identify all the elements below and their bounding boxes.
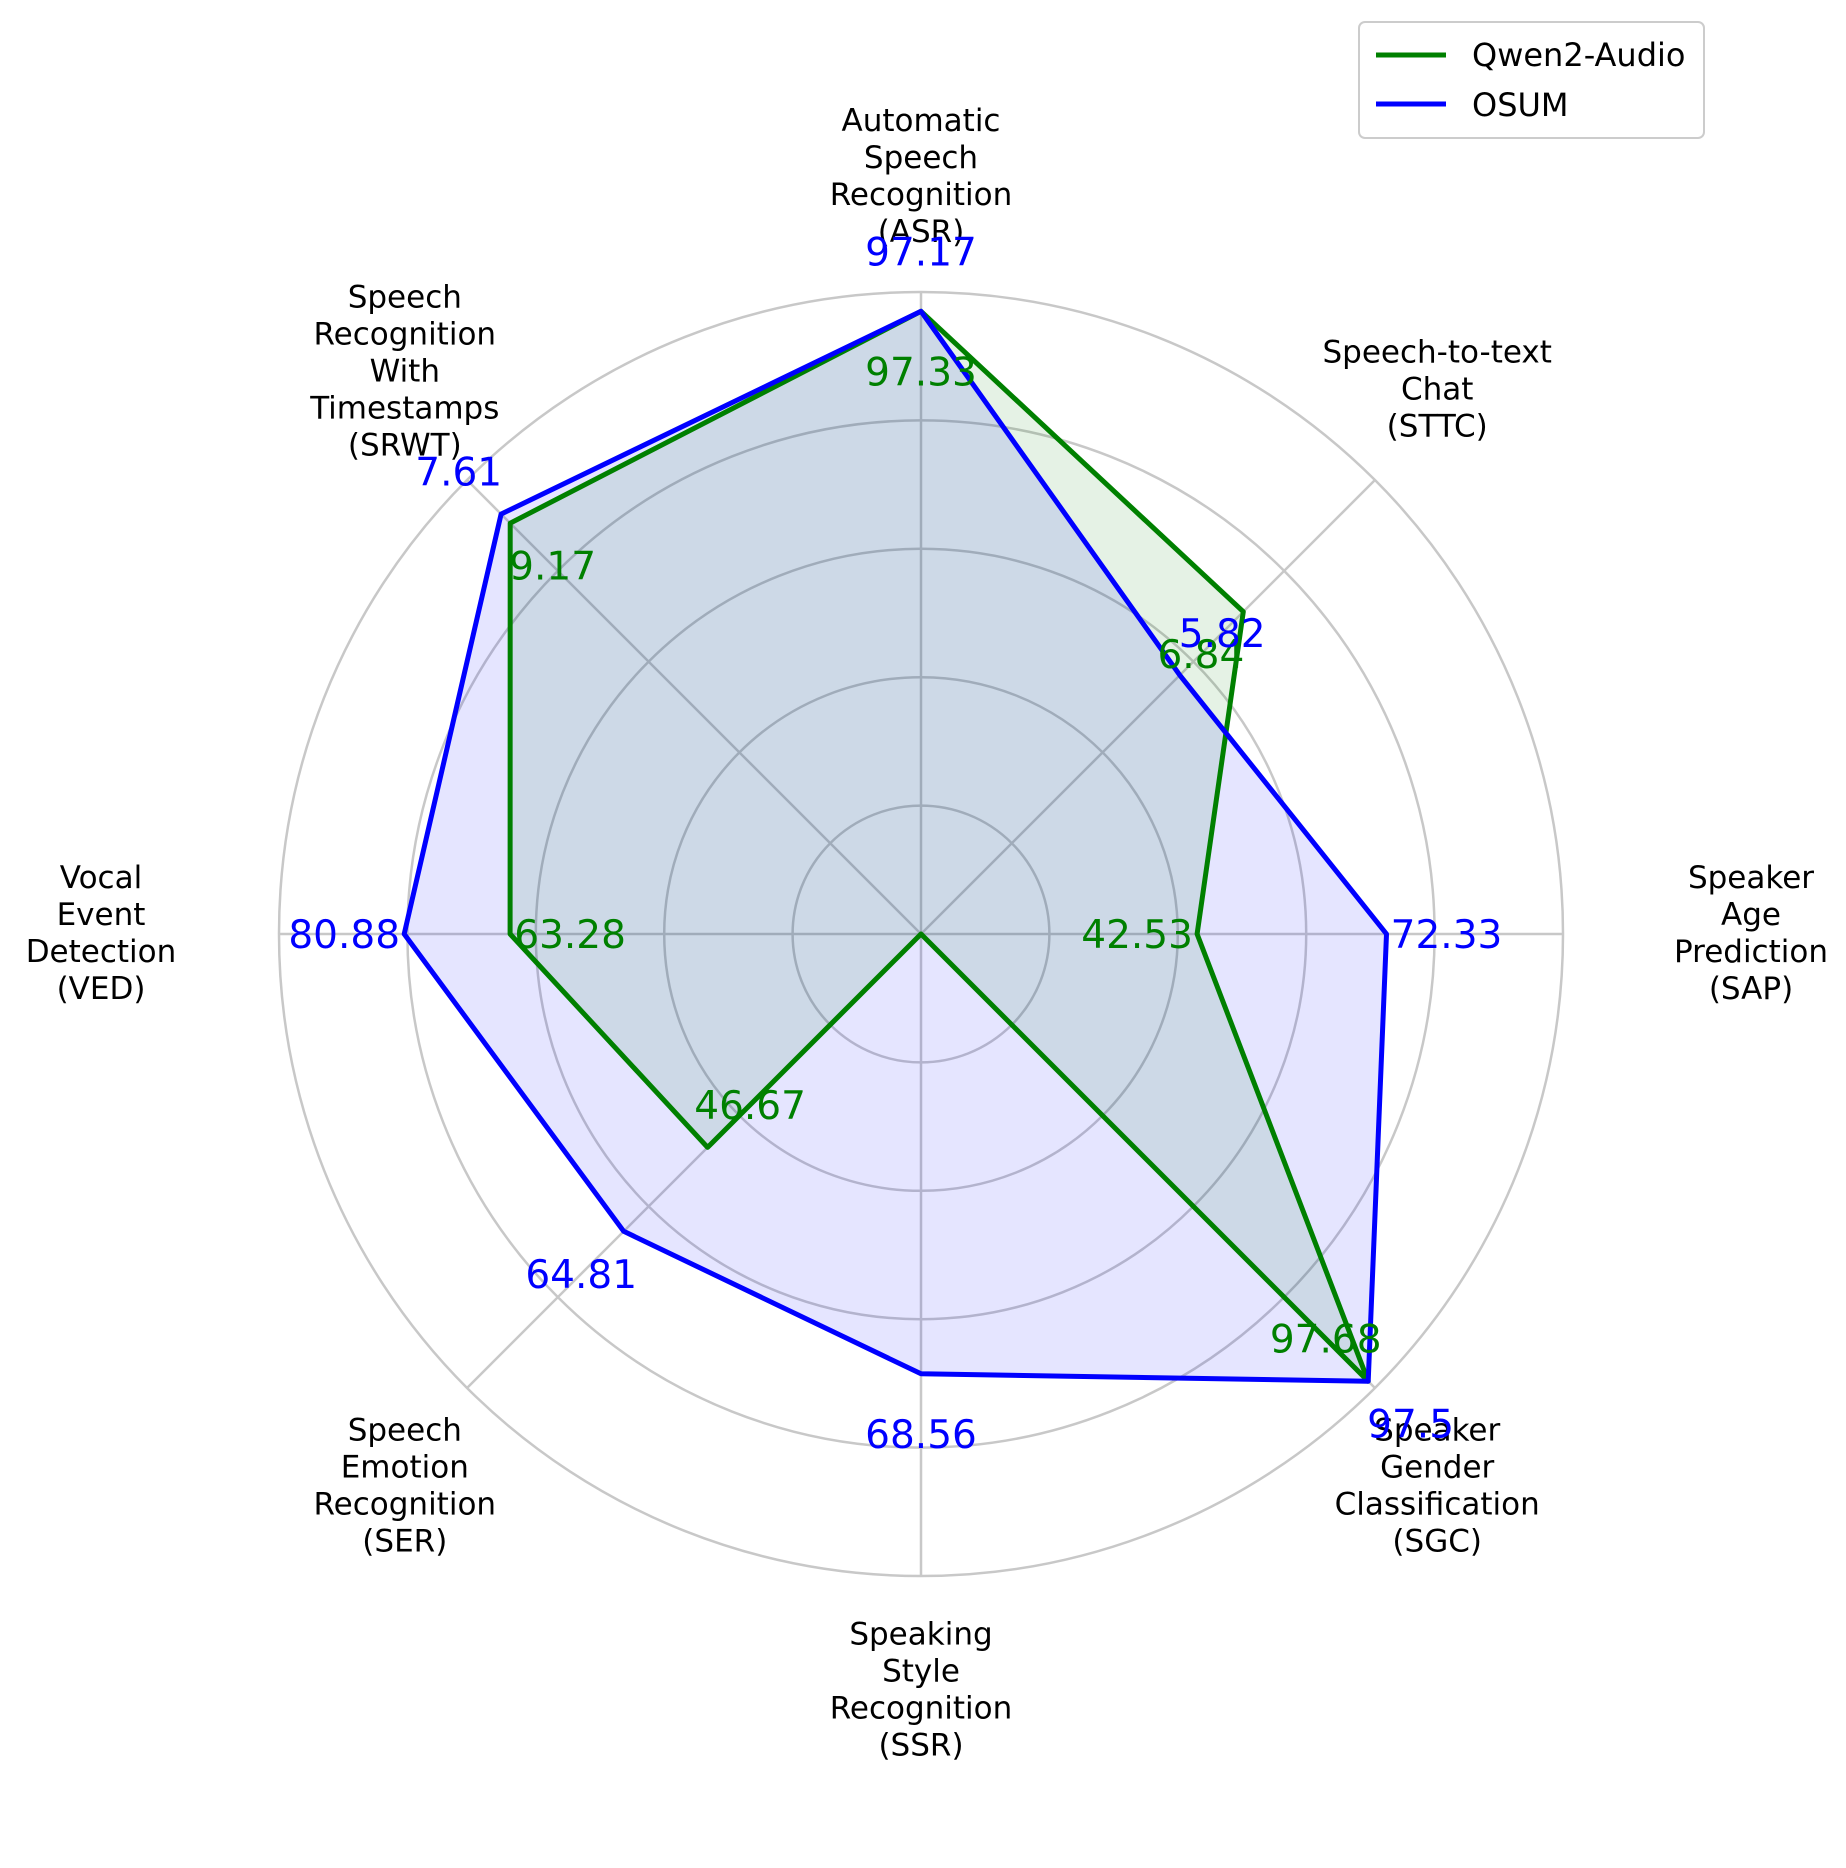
value-label: 97.68 (1270, 1318, 1382, 1363)
axis-label-line: (SER) (362, 1524, 447, 1560)
axis-label-line: Style (882, 1654, 960, 1690)
axis-label-line: (VED) (57, 971, 146, 1007)
axis-label-line: Speech (864, 140, 978, 176)
axis-label-line: Recognition (830, 177, 1013, 213)
axis-label-line: Recognition (314, 316, 497, 352)
axis-label-line: Prediction (1674, 934, 1828, 970)
series-line-qwen2-audio (507, 308, 1371, 1384)
series-line-osum (401, 308, 1389, 1384)
legend-label-qwen2-audio: Qwen2-Audio (1472, 36, 1685, 74)
legend: Qwen2-Audio OSUM (1358, 21, 1705, 139)
axis-label-line: Recognition (830, 1691, 1013, 1727)
value-labels: 97.33 6.84 42.53 97.68 46.67 63.28 9.17 97.17 5.… (288, 230, 1502, 1458)
axis-label-line: (SSR) (878, 1728, 963, 1764)
series-area-osum (404, 311, 1387, 1382)
axis-label-line: Event (57, 897, 146, 933)
axis-label-line: (SGC) (1392, 1524, 1482, 1560)
axis-label-4: Speaking Style Recognition (SSR) (830, 1617, 1013, 1764)
value-label: 68.56 (865, 1413, 977, 1458)
axis-label-line: Recognition (314, 1487, 497, 1523)
grid-spoke (466, 479, 922, 935)
series-layer (401, 308, 1389, 1384)
axis-label-line: Automatic (842, 103, 1001, 139)
value-label: 97.33 (865, 350, 977, 395)
value-label: 5.82 (1179, 612, 1266, 657)
series-area-qwen2-audio (510, 311, 1369, 1382)
value-label: 46.67 (694, 1084, 806, 1129)
axis-label-line: With (370, 353, 440, 389)
axis-label-line: Speaker (1374, 1413, 1500, 1449)
value-label: 64.81 (525, 1253, 637, 1298)
axis-label-line: Speaking (849, 1617, 992, 1653)
grid-spoke (920, 479, 1376, 935)
axis-label-0: Automatic Speech Recognition (ASR) (830, 103, 1013, 250)
value-label: 97.17 (865, 230, 977, 275)
axis-label-6: Vocal Event Detection (VED) (26, 860, 177, 1007)
axis-label-line: Speech (348, 279, 462, 315)
value-label: 7.61 (415, 451, 502, 496)
value-label: 42.53 (1081, 913, 1193, 958)
axis-labels: Automatic Speech Recognition (ASR)Speech-to… (26, 103, 1828, 1764)
legend-box (1358, 21, 1705, 139)
axis-label-1: Speech-to-text Chat (STTC) (1322, 335, 1551, 445)
value-label: 6.84 (1157, 633, 1244, 678)
axis-label-3: Speaker Gender Classification (SGC) (1335, 1413, 1540, 1560)
axis-label-line: (STTC) (1387, 409, 1488, 445)
axis-label-2: Speaker Age Prediction (SAP) (1674, 860, 1828, 1007)
value-label: 9.17 (509, 545, 596, 590)
axis-label-line: Speaker (1688, 860, 1814, 896)
legend-label-osum: OSUM (1472, 86, 1569, 124)
value-label: 63.28 (514, 913, 626, 958)
value-label: 72.33 (1391, 913, 1503, 958)
axis-label-7: Speech Recognition With Timestamps (SRWT) (309, 279, 499, 463)
axis-label-line: Classification (1335, 1487, 1540, 1523)
value-label: 80.88 (288, 913, 400, 958)
axis-label-5: Speech Emotion Recognition (SER) (314, 1413, 497, 1560)
axis-label-line: Chat (1401, 372, 1473, 408)
axis-label-line: Detection (26, 934, 177, 970)
axis-label-line: Speech (348, 1413, 462, 1449)
axis-label-line: Timestamps (309, 390, 499, 426)
axis-label-line: (SRWT) (348, 427, 462, 463)
axis-label-line: Emotion (341, 1450, 469, 1486)
axis-label-line: (SAP) (1709, 971, 1793, 1007)
axis-label-line: (ASR) (878, 214, 965, 250)
axis-label-line: Speech-to-text (1322, 335, 1551, 371)
value-label: 97.5 (1367, 1403, 1454, 1448)
axis-label-line: Age (1721, 897, 1781, 933)
axis-label-line: Vocal (60, 860, 142, 896)
axis-label-line: Gender (1380, 1450, 1494, 1486)
